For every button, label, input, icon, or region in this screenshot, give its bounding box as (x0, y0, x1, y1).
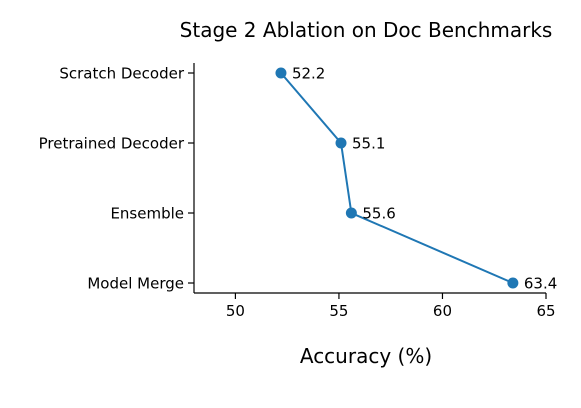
x-ticks: 50 55 60 65 (226, 293, 556, 320)
x-tick-label: 50 (226, 302, 245, 320)
x-tick-label: 65 (536, 302, 555, 320)
x-axis-label: Accuracy (%) (300, 344, 432, 368)
x-tick-label: 55 (329, 302, 348, 320)
plot-area: 50 55 60 65 Scratch Decoder Pretrained Decod… (39, 63, 557, 320)
series-points (275, 67, 519, 289)
x-tick-label: 60 (433, 302, 452, 320)
series-line (280, 72, 514, 284)
data-label: 52.2 (292, 65, 325, 83)
y-ticks: Scratch Decoder Pretrained Decoder Ensembl… (39, 65, 194, 293)
data-point (335, 137, 347, 149)
y-tick-label: Model Merge (87, 275, 184, 293)
y-tick-label: Pretrained Decoder (39, 135, 185, 153)
data-labels: 52.2 55.1 55.6 63.4 (292, 65, 557, 293)
data-label: 63.4 (524, 275, 557, 293)
data-label: 55.6 (362, 205, 395, 223)
data-label: 55.1 (352, 135, 385, 153)
chart-title: Stage 2 Ablation on Doc Benchmarks (180, 18, 553, 42)
y-tick-label: Ensemble (110, 205, 184, 223)
data-point (345, 207, 357, 219)
data-point (507, 277, 519, 289)
y-tick-label: Scratch Decoder (59, 65, 184, 83)
data-point (275, 67, 287, 79)
